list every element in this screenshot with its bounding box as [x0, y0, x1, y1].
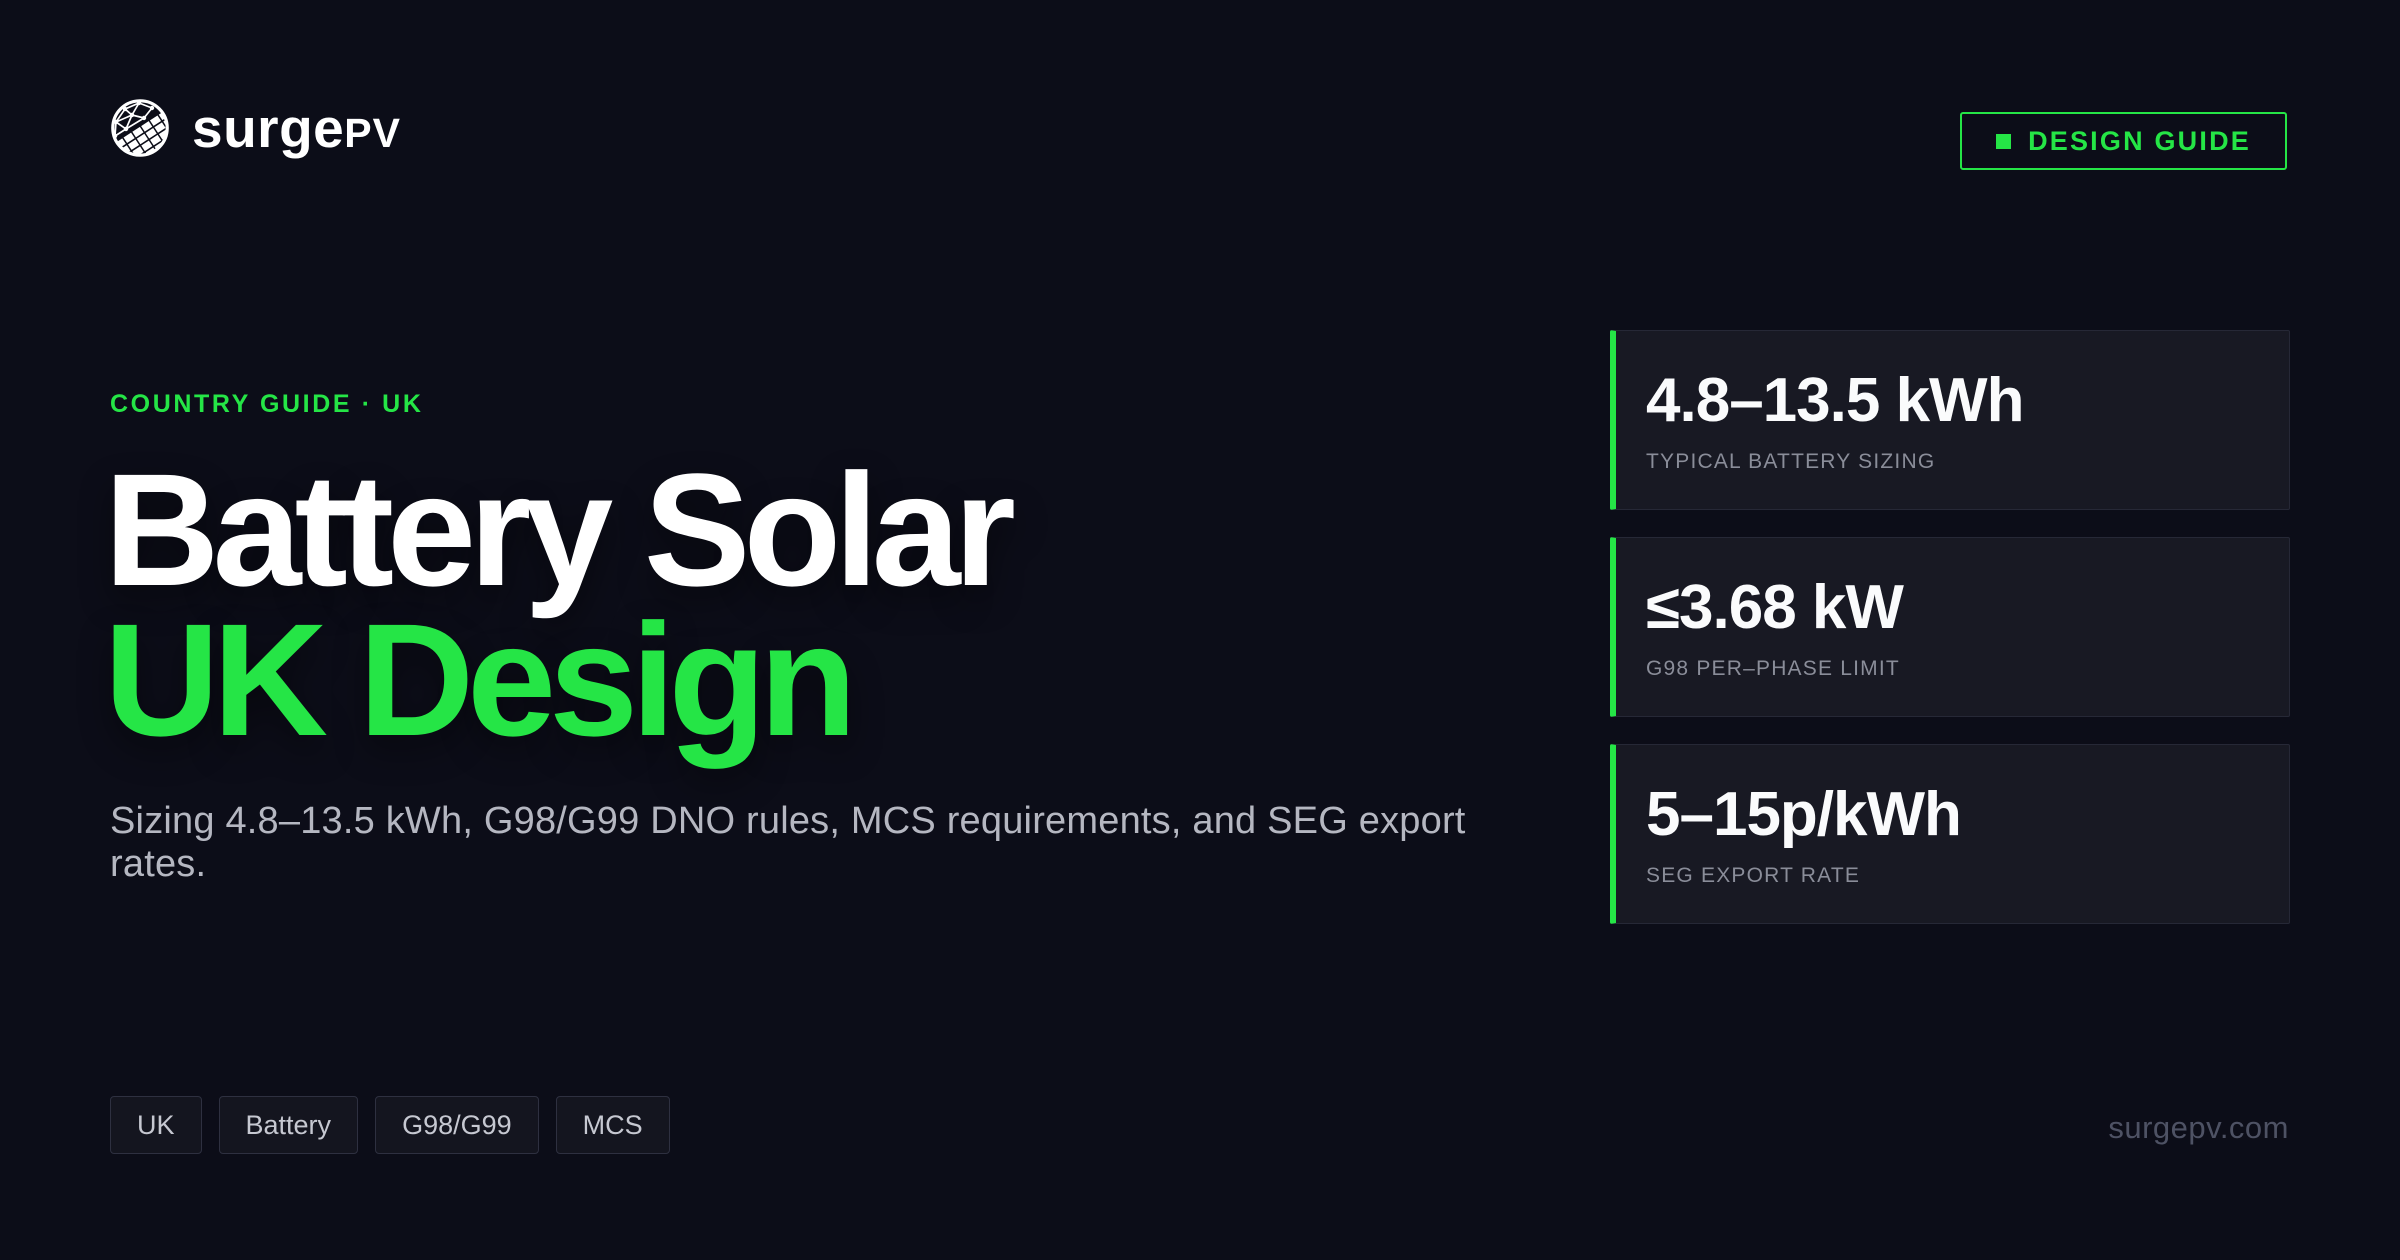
- eyebrow-country-guide: COUNTRY GUIDE · UK: [110, 390, 424, 418]
- brand-wordmark: surge pv: [192, 96, 401, 159]
- brand-wordmark-prefix: surge: [192, 96, 345, 159]
- stat-label: G98 PER–PHASE LIMIT: [1646, 657, 1900, 681]
- brand-wordmark-suffix: pv: [344, 109, 401, 156]
- square-bullet-icon: [1996, 133, 2012, 149]
- stat-value: ≤3.68 kW: [1646, 573, 1904, 642]
- page-subtitle: Sizing 4.8–13.5 kWh, G98/G99 DNO rules, …: [110, 800, 1466, 885]
- page-title-line1: Battery Solar: [104, 440, 1016, 619]
- stat-value: 5–15p/kWh: [1646, 780, 1962, 849]
- tag-list: UK Battery G98/G99 MCS: [110, 1096, 670, 1154]
- stat-card-seg-rate: 5–15p/kWh SEG EXPORT RATE: [1610, 744, 2290, 924]
- brand-logo[interactable]: surge pv: [108, 96, 401, 160]
- design-guide-button[interactable]: DESIGN GUIDE: [1960, 112, 2287, 170]
- page-title-line2: UK Design: [104, 590, 857, 769]
- stat-label: SEG EXPORT RATE: [1646, 864, 1861, 888]
- stat-value: 4.8–13.5 kWh: [1646, 366, 2024, 435]
- design-guide-label: DESIGN GUIDE: [2028, 125, 2251, 156]
- tag-uk[interactable]: UK: [110, 1096, 202, 1154]
- tag-battery[interactable]: Battery: [218, 1096, 359, 1154]
- stat-card-battery-sizing: 4.8–13.5 kWh TYPICAL BATTERY SIZING: [1610, 330, 2290, 510]
- page-title: Battery Solar UK Design: [104, 450, 1604, 760]
- tag-mcs[interactable]: MCS: [555, 1096, 670, 1154]
- globe-solar-icon: [111, 99, 169, 157]
- tag-g98-g99[interactable]: G98/G99: [375, 1096, 539, 1154]
- stat-label: TYPICAL BATTERY SIZING: [1646, 450, 1936, 474]
- stat-card-g98-limit: ≤3.68 kW G98 PER–PHASE LIMIT: [1610, 537, 2290, 717]
- stats-column: 4.8–13.5 kWh TYPICAL BATTERY SIZING ≤3.6…: [1610, 330, 2290, 951]
- site-url[interactable]: surgepv.com: [2108, 1110, 2289, 1145]
